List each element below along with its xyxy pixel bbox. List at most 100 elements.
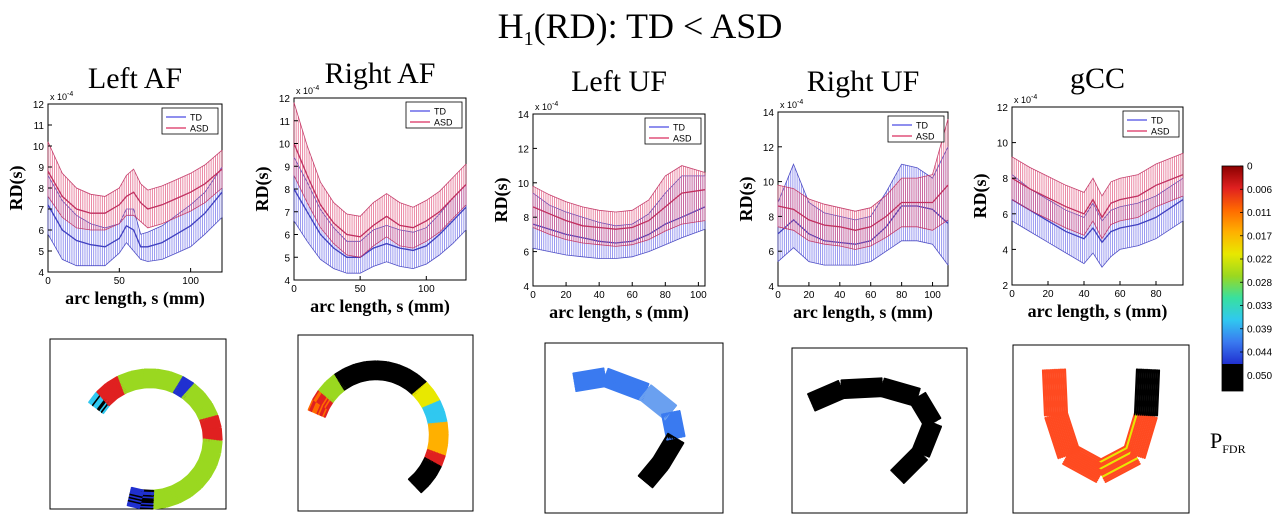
x-tick-label: 100 bbox=[690, 290, 707, 301]
chart-panel: Right UF4681012140 20 40 60 80 100x 10-4arc l… bbox=[736, 65, 948, 323]
exponent-power: -4 bbox=[313, 85, 319, 92]
x-tick-label: 60 bbox=[1114, 289, 1126, 300]
legend-label-asd: ASD bbox=[916, 132, 935, 142]
x-tick-label: 100 bbox=[924, 290, 941, 301]
colorbar: 0 0.006 0.011 0.017 0.022 0.028 0.033 0.039 0.04… bbox=[1210, 162, 1272, 457]
y-tick-label: 12 bbox=[279, 94, 291, 105]
legend-label-asd: ASD bbox=[190, 124, 209, 134]
fiber-segment bbox=[141, 498, 153, 499]
legend: TDASD bbox=[1123, 111, 1179, 137]
x-tick-label: 40 bbox=[594, 290, 606, 301]
y-tick-label: 6 bbox=[38, 226, 44, 237]
tract-images-group bbox=[50, 335, 1189, 513]
tract-image bbox=[50, 339, 226, 509]
colorbar-tick-label: 0.033 bbox=[1247, 301, 1272, 312]
legend-label-asd: ASD bbox=[434, 118, 453, 128]
exponent-power: -4 bbox=[1031, 94, 1037, 101]
fiber-segment bbox=[141, 497, 153, 498]
legend: TDASD bbox=[645, 118, 701, 144]
legend-label-td: TD bbox=[434, 107, 446, 117]
y-tick-label: 7 bbox=[38, 205, 44, 216]
chart-title: Right UF bbox=[807, 65, 920, 98]
figure-title-subscript: 1 bbox=[524, 28, 534, 50]
legend: TDASD bbox=[162, 108, 218, 134]
figure-title-main: H bbox=[498, 6, 524, 46]
exponent-base: x 10 bbox=[50, 92, 67, 102]
y-tick-label: 8 bbox=[38, 184, 44, 195]
y-tick-label: 6 bbox=[284, 231, 290, 242]
x-tick-label: 20 bbox=[561, 290, 573, 301]
legend: TDASD bbox=[406, 102, 462, 128]
charts-group: Left AF4567891011120 50 100x 10-4arc lengt… bbox=[6, 57, 1183, 323]
colorbar-tick-label: 0.028 bbox=[1247, 278, 1272, 289]
x-tick-label: 50 bbox=[114, 276, 126, 287]
tract-frame bbox=[1013, 345, 1189, 513]
y-exponent-label: x 10-4 bbox=[535, 101, 558, 112]
tract-image bbox=[545, 343, 723, 513]
exponent-power: -4 bbox=[797, 99, 803, 106]
tract-image bbox=[1013, 345, 1189, 513]
legend-label-td: TD bbox=[673, 123, 685, 133]
colorbar-tick-label: 0.006 bbox=[1247, 185, 1272, 196]
x-tick-label: 20 bbox=[803, 290, 815, 301]
tract-frame bbox=[792, 348, 967, 513]
fiber-segment bbox=[141, 506, 153, 507]
exponent-base: x 10 bbox=[535, 102, 552, 112]
fiber-segment bbox=[141, 508, 153, 509]
y-axis-label: RD(s) bbox=[491, 178, 512, 223]
colorbar-tick-label: 0.022 bbox=[1247, 255, 1272, 266]
y-tick-label: 7 bbox=[284, 208, 290, 219]
y-tick-label: 8 bbox=[768, 212, 774, 223]
x-axis-label: arc length, s (mm) bbox=[310, 296, 450, 317]
legend-label-td: TD bbox=[1151, 116, 1163, 126]
fiber-segment bbox=[141, 500, 153, 501]
x-tick-label: 80 bbox=[1150, 289, 1162, 300]
exponent-power: -4 bbox=[552, 101, 558, 108]
colorbar-tick-label: 0.017 bbox=[1247, 231, 1272, 242]
x-axis-label: arc length, s (mm) bbox=[65, 288, 205, 309]
y-exponent-label: x 10-4 bbox=[50, 91, 73, 102]
fiber-segment bbox=[141, 502, 153, 503]
y-tick-label: 10 bbox=[33, 142, 45, 153]
y-tick-label: 10 bbox=[763, 178, 775, 189]
y-tick-label: 5 bbox=[284, 253, 290, 264]
chart-panel: Left AF4567891011120 50 100x 10-4arc lengt… bbox=[6, 62, 222, 309]
exponent-power: -4 bbox=[67, 91, 73, 98]
x-axis-label: arc length, s (mm) bbox=[793, 302, 933, 323]
fiber-segment bbox=[141, 495, 153, 496]
y-tick-label: 4 bbox=[523, 282, 529, 293]
y-exponent-label: x 10-4 bbox=[780, 99, 803, 110]
y-tick-label: 10 bbox=[279, 140, 291, 151]
figure-title-rest: (RD): TD < ASD bbox=[534, 6, 783, 46]
colorbar-label-sub: FDR bbox=[1222, 442, 1245, 456]
y-tick-label: 5 bbox=[38, 247, 44, 258]
chart-title: gCC bbox=[1070, 62, 1125, 95]
y-tick-label: 10 bbox=[518, 179, 530, 190]
exponent-base: x 10 bbox=[296, 86, 313, 96]
y-axis-label: RD(s) bbox=[252, 167, 273, 212]
y-tick-label: 12 bbox=[33, 100, 45, 111]
figure: H1(RD): TD < ASD Left AF4567891011120 50 1… bbox=[0, 0, 1280, 529]
x-tick-label: 80 bbox=[896, 290, 908, 301]
y-tick-label: 9 bbox=[284, 162, 290, 173]
x-tick-label: 50 bbox=[355, 284, 367, 295]
x-tick-label: 20 bbox=[1042, 289, 1054, 300]
x-tick-label: 40 bbox=[834, 290, 846, 301]
y-tick-label: 6 bbox=[523, 248, 529, 259]
y-tick-label: 11 bbox=[34, 121, 45, 132]
chart-panel: Right AF4567891011120 50 100x 10-4arc leng… bbox=[252, 57, 466, 317]
x-tick-label: 100 bbox=[182, 276, 199, 287]
colorbar-tick-label: 0.011 bbox=[1247, 208, 1272, 219]
y-tick-label: 4 bbox=[38, 268, 44, 279]
colorbar-tick-label: 0.044 bbox=[1247, 348, 1272, 359]
exponent-base: x 10 bbox=[780, 100, 797, 110]
y-tick-label: 8 bbox=[284, 185, 290, 196]
chart-panel: gCC246810120 20 40 60 80x 10-4arc length, s … bbox=[970, 62, 1183, 322]
colorbar-label: PFDR bbox=[1210, 428, 1246, 456]
colorbar-gradient bbox=[1222, 166, 1243, 391]
chart-panel: Left UF4681012140 20 40 60 80 100x 10-4arc le… bbox=[491, 65, 707, 323]
y-tick-label: 12 bbox=[518, 144, 530, 155]
fiber-segment bbox=[141, 503, 153, 504]
colorbar-tick-label: 0.039 bbox=[1247, 324, 1272, 335]
exponent-base: x 10 bbox=[1014, 95, 1031, 105]
